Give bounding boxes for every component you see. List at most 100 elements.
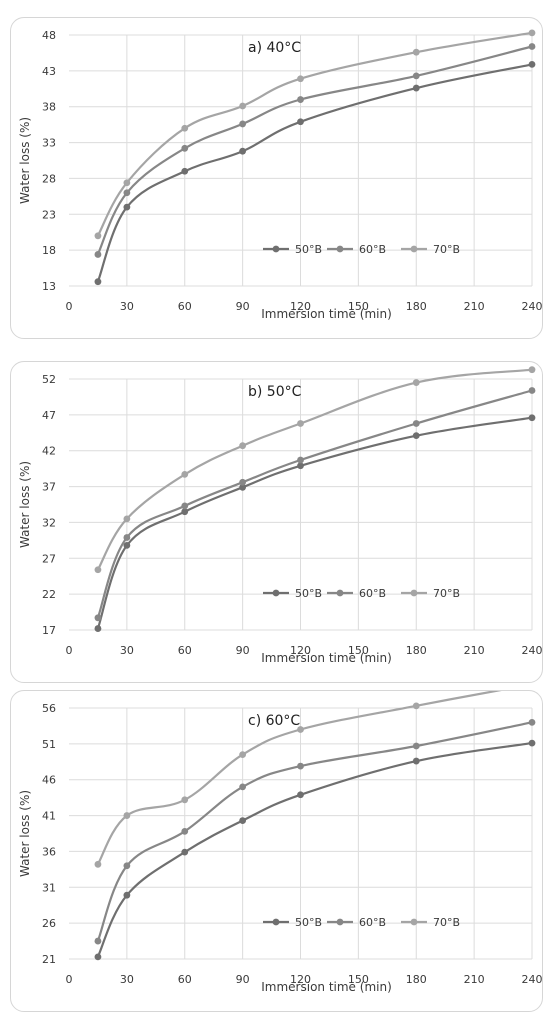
y-tick-label: 18 — [42, 244, 56, 257]
data-point — [412, 432, 420, 440]
x-tick-label: 30 — [120, 300, 134, 313]
y-tick-label: 26 — [42, 917, 56, 930]
data-point — [239, 120, 247, 128]
data-point — [94, 251, 102, 258]
data-point — [297, 462, 304, 470]
data-point — [412, 420, 420, 427]
data-point — [94, 953, 102, 961]
series-line-60b — [96, 721, 533, 942]
data-point — [412, 742, 420, 750]
legend-label: 60°B — [359, 916, 386, 929]
data-point — [239, 102, 247, 110]
y-tick-label: 21 — [42, 953, 56, 966]
chart-panel-a: 13 18 23 28 33 38 43 48 0 30 60 90 120 150 180 210 240 Wa… — [10, 17, 543, 339]
x-tick-label: 0 — [66, 300, 73, 313]
data-point — [94, 860, 102, 868]
data-point — [181, 508, 189, 516]
data-point — [123, 891, 131, 899]
data-point — [297, 762, 304, 770]
x-tick-label: 240 — [522, 973, 543, 986]
x-tick-label: 120 — [290, 644, 311, 657]
data-point — [181, 502, 189, 510]
data-point — [123, 203, 131, 211]
data-point — [528, 366, 536, 374]
data-point — [123, 812, 131, 819]
y-tick-label: 28 — [42, 172, 56, 185]
legend-marker — [336, 589, 344, 597]
data-point — [94, 232, 102, 240]
legend-marker — [272, 589, 280, 597]
data-point — [181, 796, 189, 804]
y-axis-title: Water loss (%) — [18, 117, 32, 204]
series-line-70b — [96, 368, 533, 571]
x-tick-label: 0 — [66, 644, 73, 657]
data-point — [412, 48, 420, 56]
data-point — [528, 414, 536, 422]
data-point — [297, 726, 304, 733]
data-point — [239, 783, 247, 791]
y-tick-label: 13 — [42, 280, 56, 293]
data-point — [297, 96, 304, 103]
y-tick-label: 17 — [42, 624, 56, 637]
legend-label: 70°B — [433, 243, 460, 256]
data-point — [181, 124, 189, 132]
series-line-60b — [96, 389, 533, 619]
data-point — [181, 848, 189, 856]
y-tick-label: 51 — [42, 738, 56, 751]
data-point — [123, 541, 131, 549]
y-tick-label: 23 — [42, 208, 56, 221]
data-point — [181, 470, 189, 478]
chart-panel-b: 17 22 27 32 37 42 47 52 0 30 60 90 120 150 180 210 240 Wa… — [10, 361, 543, 683]
y-tick-label: 42 — [42, 445, 56, 458]
data-point — [123, 534, 131, 541]
data-point — [239, 147, 247, 155]
x-tick-label: 150 — [348, 973, 369, 986]
data-point — [94, 625, 102, 632]
data-point — [528, 739, 536, 747]
legend-label: 70°B — [433, 587, 460, 600]
legend-label: 50°B — [295, 916, 322, 929]
x-tick-label: 210 — [464, 644, 485, 657]
y-axis-title: Water loss (%) — [18, 461, 32, 548]
x-tick-label: 180 — [406, 300, 427, 313]
data-point — [528, 29, 536, 37]
x-tick-label: 60 — [178, 973, 192, 986]
data-point — [94, 278, 102, 286]
x-tick-label: 60 — [178, 300, 192, 313]
y-tick-label: 41 — [42, 810, 56, 823]
x-tick-label: 90 — [236, 973, 250, 986]
data-point — [412, 72, 420, 80]
y-tick-label: 52 — [42, 373, 56, 386]
data-point — [297, 118, 304, 126]
x-tick-label: 0 — [66, 973, 73, 986]
data-point — [412, 757, 420, 765]
legend-marker — [410, 245, 418, 253]
y-tick-label: 43 — [42, 65, 56, 78]
data-point — [412, 379, 420, 386]
chart-svg-c: 21 26 31 36 41 46 51 56 0 30 60 90 120 150 180 210 240 Wa… — [18, 691, 543, 994]
data-point — [239, 751, 247, 759]
x-tick-label: 180 — [406, 644, 427, 657]
data-point — [297, 75, 304, 83]
x-tick-label: 150 — [348, 644, 369, 657]
x-tick-label: 150 — [348, 300, 369, 313]
x-tick-label: 210 — [464, 973, 485, 986]
x-axis-title: Immersion time (min) — [261, 980, 392, 994]
data-point — [123, 189, 131, 197]
y-tick-label: 33 — [42, 137, 56, 150]
y-axis-title: Water loss (%) — [18, 790, 32, 877]
data-point — [181, 827, 189, 835]
y-tick-label: 47 — [42, 409, 56, 422]
x-axis-title: Immersion time (min) — [261, 307, 392, 321]
x-tick-label: 30 — [120, 644, 134, 657]
legend-marker — [272, 918, 280, 926]
data-point — [239, 817, 247, 824]
legend-label: 50°B — [295, 243, 322, 256]
data-point — [297, 791, 304, 799]
legend-label: 60°B — [359, 587, 386, 600]
data-point — [412, 84, 420, 92]
x-tick-label: 240 — [522, 300, 543, 313]
data-point — [528, 43, 536, 50]
y-tick-label: 32 — [42, 516, 56, 529]
data-point — [181, 144, 189, 152]
